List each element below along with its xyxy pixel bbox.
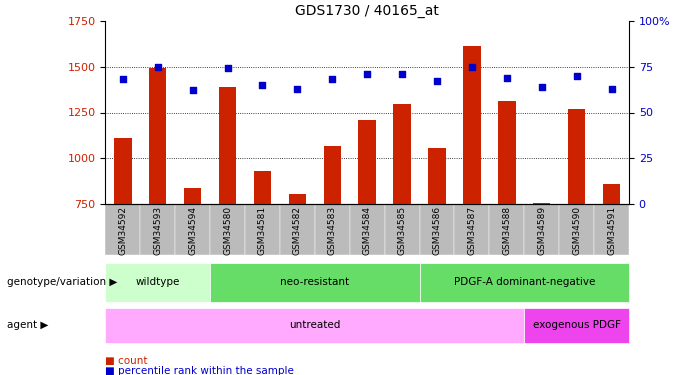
Bar (463, 46, 481, 204)
Bar (289, 194, 306, 204)
Bar (324, 146, 341, 204)
Text: ■ percentile rank within the sample: ■ percentile rank within the sample (105, 366, 294, 375)
Text: neo-resistant: neo-resistant (280, 277, 350, 287)
Text: genotype/variation ▶: genotype/variation ▶ (7, 277, 117, 287)
Text: wildtype: wildtype (135, 277, 180, 287)
Bar (254, 171, 271, 204)
Bar (602, 184, 620, 204)
Bar (498, 102, 515, 204)
Point (327, 76, 338, 82)
Point (292, 86, 303, 92)
Bar (149, 68, 167, 204)
Title: GDS1730 / 40165_at: GDS1730 / 40165_at (295, 4, 439, 18)
Point (118, 76, 129, 82)
Point (571, 73, 582, 79)
Text: untreated: untreated (289, 320, 341, 330)
Point (537, 84, 547, 90)
Point (222, 65, 233, 71)
Text: ■ count: ■ count (105, 356, 148, 366)
Bar (358, 120, 376, 204)
Point (432, 78, 443, 84)
Bar (428, 148, 446, 204)
Point (152, 63, 163, 70)
Point (362, 71, 373, 77)
Bar (393, 104, 411, 204)
Point (257, 82, 268, 88)
Text: PDGF-A dominant-negative: PDGF-A dominant-negative (454, 277, 595, 287)
Point (396, 71, 407, 77)
Text: agent ▶: agent ▶ (7, 320, 48, 330)
Bar (184, 188, 201, 204)
Bar (219, 87, 237, 204)
Bar (568, 109, 585, 204)
Point (466, 63, 477, 70)
Point (501, 75, 512, 81)
Bar (114, 138, 131, 204)
Point (187, 87, 198, 93)
Text: exogenous PDGF: exogenous PDGF (532, 320, 621, 330)
Point (606, 86, 617, 92)
